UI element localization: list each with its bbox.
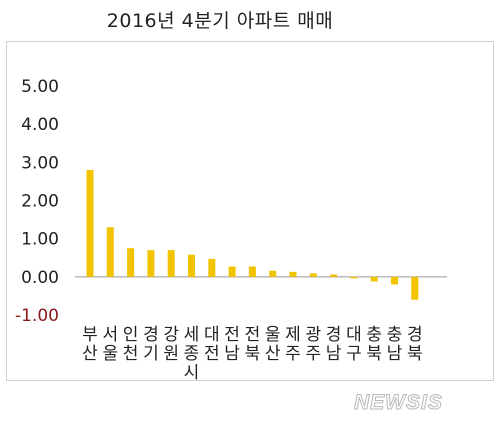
x-category-label-char: 구	[346, 344, 362, 364]
x-category-label-char: 인	[123, 325, 139, 345]
x-category-label-char: 산	[265, 344, 281, 364]
x-category-label-char: 제	[285, 325, 301, 345]
watermark-text: NEWSIS	[354, 391, 443, 414]
bar	[127, 248, 135, 277]
x-category-label-char: 남	[326, 344, 342, 364]
x-category-label-char: 강	[163, 325, 179, 345]
bar	[289, 271, 297, 277]
x-category-label-char: 북	[245, 344, 261, 364]
y-tick-label: -1.00	[15, 306, 59, 326]
x-category-label-char: 경	[407, 325, 423, 345]
bar	[309, 273, 317, 277]
x-category-label-char: 종	[184, 344, 200, 364]
x-category-label-char: 주	[305, 344, 321, 364]
x-category-label-char: 광	[305, 325, 321, 345]
x-category-label-char: 남	[387, 344, 403, 364]
x-category-label-char: 대	[346, 325, 362, 345]
bar	[350, 276, 358, 279]
x-category-label-char: 충	[366, 325, 382, 345]
x-category-label-char: 부	[82, 325, 98, 345]
chart-title: 2016년 4분기 아파트 매매	[106, 10, 334, 32]
x-category-label-char: 울	[102, 344, 118, 364]
x-category-label-char: 경	[143, 325, 159, 345]
y-tick-label: 3.00	[21, 153, 59, 173]
y-tick-label: 4.00	[21, 115, 59, 135]
bar	[228, 266, 236, 277]
x-category-label-char: 기	[143, 344, 159, 364]
bar	[248, 266, 256, 277]
x-category-label-char: 세	[184, 325, 200, 345]
x-category-label-char: 원	[163, 344, 179, 364]
newsis-watermark: NEWSIS	[354, 391, 443, 415]
x-category-label-char: 충	[387, 325, 403, 345]
y-tick-label: 5.00	[21, 77, 59, 97]
bar	[370, 276, 378, 282]
x-category-label-char: 남	[224, 344, 240, 364]
x-category-label-char: 전	[224, 325, 240, 345]
x-category-label-char: 주	[285, 344, 301, 364]
bar	[147, 250, 155, 277]
x-category-label-char: 대	[204, 325, 220, 345]
x-category-label-char: 전	[204, 344, 220, 364]
bar	[411, 276, 419, 300]
y-tick-label: 1.00	[21, 230, 59, 250]
bar	[391, 276, 398, 285]
x-category-label-char: 북	[366, 344, 382, 364]
x-category-label-char: 경	[326, 325, 342, 345]
bar	[106, 227, 114, 277]
bar	[208, 258, 216, 277]
bar	[188, 254, 195, 277]
x-category-label-char: 전	[245, 325, 261, 345]
bar	[86, 169, 94, 277]
x-category-label-char: 서	[102, 325, 118, 345]
y-tick-label: 0.00	[21, 268, 59, 288]
y-tick-label: 2.00	[21, 192, 59, 212]
x-category-label-char: 북	[407, 344, 423, 364]
bar-chart: 5.004.003.002.001.000.00-1.00부산서울인천경기강원세…	[15, 77, 447, 380]
x-category-label-char: 시	[184, 363, 200, 380]
x-category-label-char: 산	[82, 344, 98, 364]
bar	[330, 274, 338, 277]
bar	[167, 250, 175, 277]
x-category-label-char: 울	[265, 325, 281, 345]
bar	[269, 270, 277, 277]
chart-frame: 5.00 4.00 3.00 2.00 1.00 0.00 -1.00 부 산 서 울 인 천 경 기 강 원 세…	[6, 41, 494, 381]
x-category-label-char: 천	[123, 344, 139, 364]
